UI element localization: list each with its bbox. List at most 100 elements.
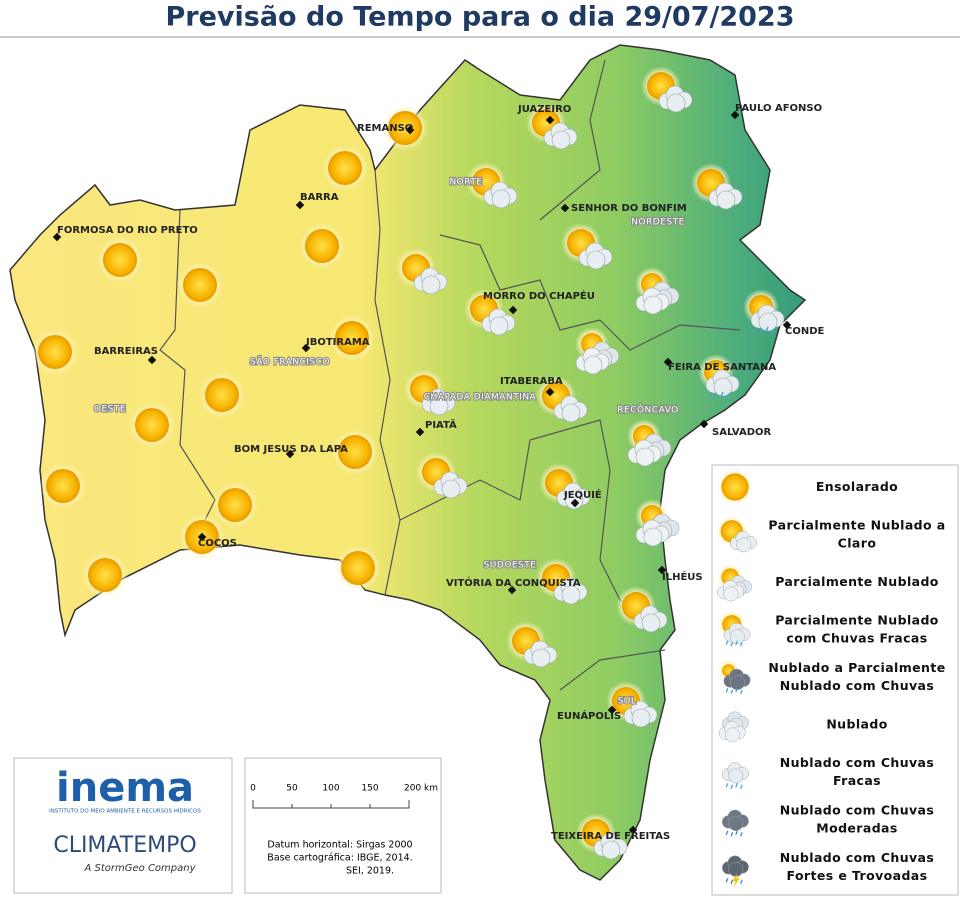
sun — [38, 335, 72, 369]
sun — [205, 378, 239, 412]
city-label: VITÓRIA DA CONQUISTA — [446, 576, 581, 589]
rain — [740, 879, 743, 885]
city-marker — [301, 343, 311, 353]
city-marker — [415, 427, 425, 437]
city-label: FORMOSA DO RIO PRETO — [57, 225, 198, 236]
rain — [765, 326, 769, 333]
scale-bar — [252, 800, 410, 809]
rain — [726, 393, 730, 400]
weather-icon — [199, 372, 245, 418]
cloud — [723, 586, 739, 602]
city-label: EUNÁPOLIS — [557, 709, 621, 722]
weather-icon — [396, 248, 448, 295]
weather-icon — [721, 809, 749, 837]
inema-logo: inema — [56, 765, 194, 811]
weather-icon — [721, 855, 749, 888]
city-label: PIATÃ — [425, 418, 457, 431]
rain — [708, 391, 712, 398]
region-label: SUDOESTE — [484, 561, 537, 571]
region-label: OESTE — [94, 405, 126, 415]
city-label: FEIRA DE SANTANA — [668, 362, 776, 373]
city-marker — [52, 232, 62, 242]
cloud — [643, 527, 663, 547]
cloud — [666, 93, 686, 113]
city-marker — [405, 125, 415, 135]
sun — [88, 558, 122, 592]
city-marker — [663, 357, 673, 367]
scale-note: Datum horizontal: Sirgas 2000 — [267, 840, 412, 851]
legend-label: Nublado com Chuvas Fortes e Trovoadas — [780, 850, 934, 883]
weather-icon — [576, 813, 628, 860]
rain — [740, 832, 743, 837]
region-label: NORTE — [449, 178, 482, 188]
city-label: BARREIRAS — [94, 346, 158, 357]
weather-icon — [536, 558, 588, 605]
city-label: MORRO DO CHAPÉU — [483, 289, 595, 302]
cloud — [716, 190, 736, 210]
weather-icon — [332, 429, 378, 475]
weather-icon — [177, 262, 223, 308]
cloud — [758, 312, 778, 332]
city-marker — [147, 355, 157, 365]
weather-icon — [717, 659, 751, 695]
rain — [753, 326, 757, 333]
weather-icon — [575, 327, 620, 375]
region-label: NORDESTE — [631, 218, 685, 228]
sun — [305, 229, 339, 263]
weather-icon — [335, 545, 381, 591]
city-marker — [607, 705, 617, 715]
state-map — [9, 44, 807, 881]
weather-icon — [715, 515, 757, 553]
city-marker — [507, 585, 517, 595]
sun — [46, 469, 80, 503]
rain — [740, 642, 743, 647]
legend-label: Nublado com Chuvas Fracas — [780, 755, 934, 788]
cloud — [421, 275, 441, 295]
lightning — [732, 873, 740, 888]
city-label: COCOS — [198, 538, 237, 549]
city-label: REMANSO — [357, 123, 413, 134]
weather-icon — [641, 66, 693, 113]
rain — [740, 784, 743, 790]
cloud — [736, 537, 752, 553]
scale-box — [244, 757, 442, 894]
inema-subtitle: INSTITUTO DO MEIO AMBIENTE E RECURSOS HÍ… — [49, 808, 201, 815]
rain — [725, 782, 729, 788]
weather-icon — [212, 482, 258, 528]
city-marker — [545, 387, 555, 397]
weather-icon — [635, 499, 680, 547]
scale-label: 0 — [250, 784, 256, 794]
city-label: PAULO AFONSO — [735, 103, 822, 114]
cloud — [713, 377, 733, 397]
legend-label: Parcialmente Nublado com Chuvas Fracas — [775, 612, 939, 645]
city-marker — [508, 305, 518, 315]
city-label: BARRA — [300, 192, 339, 203]
city-marker — [295, 200, 305, 210]
rain — [740, 689, 743, 695]
legend-label: Parcialmente Nublado — [775, 574, 939, 589]
cloud — [728, 768, 744, 784]
weather-icon — [382, 105, 428, 151]
rain — [735, 687, 738, 693]
city-label: ILHÉUS — [662, 570, 703, 583]
cloud — [725, 727, 741, 743]
cloud — [631, 708, 651, 728]
rain — [725, 687, 729, 693]
cloud — [491, 189, 511, 209]
weather-icon — [691, 163, 743, 210]
weather-icon — [129, 402, 175, 448]
legend-label: Nublado com Chuvas Moderadas — [780, 802, 934, 835]
weather-icon — [506, 621, 558, 668]
cloud — [561, 403, 581, 423]
sun — [335, 321, 369, 355]
scale-label: 100 — [322, 784, 339, 794]
city-marker — [782, 320, 792, 330]
logo-box — [13, 757, 233, 894]
cloud — [729, 675, 745, 691]
climatempo-logo: CLIMATEMPO — [53, 833, 196, 858]
weather-icon — [404, 369, 456, 416]
cloud — [551, 130, 571, 150]
rain — [725, 640, 729, 645]
weather-icon — [721, 762, 749, 790]
sun — [328, 151, 362, 185]
